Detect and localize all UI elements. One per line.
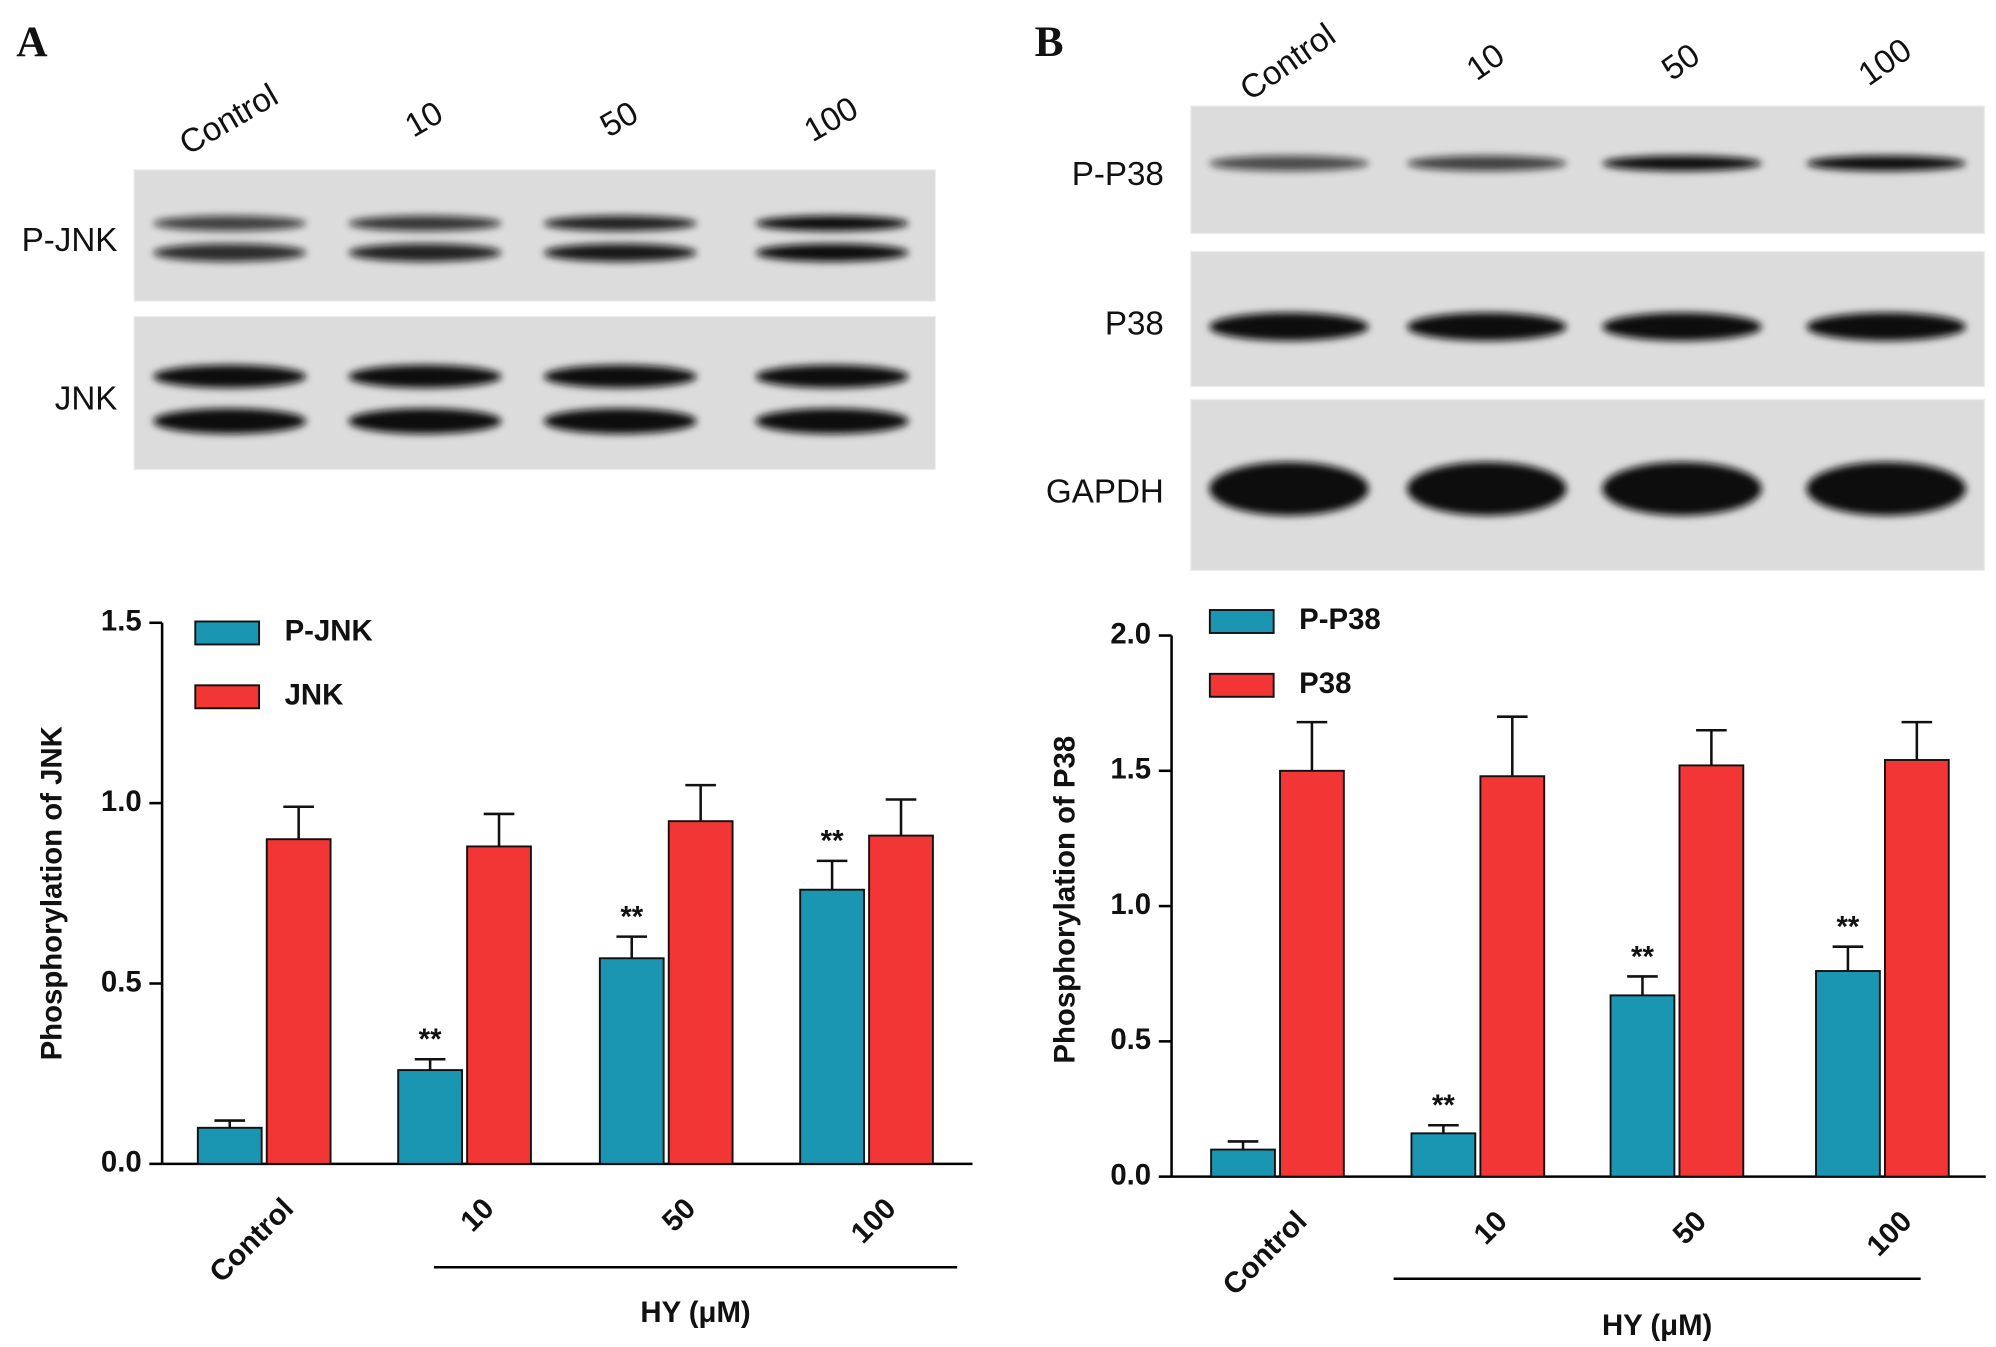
- group-label: HY (μM): [1602, 1309, 1712, 1342]
- y-tick-label: 1.0: [101, 785, 142, 818]
- legend-label: P38: [1299, 667, 1351, 700]
- blot-band: [348, 243, 502, 262]
- blot-band: [755, 364, 909, 388]
- y-axis-label: Phosphorylation of JNK: [35, 726, 68, 1060]
- blot-row-label: P-P38: [1072, 156, 1164, 193]
- blot-band: [1602, 155, 1762, 172]
- blot-band: [543, 215, 697, 231]
- blot-row-label: GAPDH: [1046, 473, 1164, 510]
- blot-lane-label: 100: [798, 90, 864, 150]
- blot-lane-label: 10: [1460, 37, 1511, 88]
- panel-letter: B: [1035, 18, 1064, 66]
- blot-band: [1806, 312, 1966, 341]
- y-tick-label: 1.5: [101, 605, 142, 638]
- bar: [265, 838, 332, 1165]
- y-tick-label: 0.5: [101, 965, 142, 998]
- blot-row-label: P38: [1105, 306, 1164, 343]
- blot-lane-label: 100: [1852, 31, 1919, 93]
- y-tick-label: 0.0: [1110, 1158, 1151, 1191]
- blot-lane-label: 50: [1655, 37, 1706, 88]
- bar: [196, 1126, 263, 1165]
- legend-label: P-JNK: [285, 615, 373, 648]
- bar: [799, 888, 865, 1165]
- blot-lane-label: 10: [399, 94, 449, 144]
- y-tick-label: 0.5: [1110, 1023, 1151, 1056]
- bar: [466, 845, 532, 1165]
- y-tick-label: 0.0: [101, 1146, 142, 1179]
- blot-band: [543, 408, 697, 434]
- significance: **: [620, 900, 643, 933]
- blot-row-label: P-JNK: [22, 222, 118, 259]
- blot-band: [153, 243, 307, 262]
- significance: **: [419, 1023, 442, 1056]
- panel-letter: A: [16, 18, 47, 66]
- bar: [598, 957, 665, 1165]
- x-tick-label: 50: [656, 1192, 702, 1238]
- blot-row-label: JNK: [55, 380, 118, 417]
- legend-label: JNK: [285, 679, 344, 712]
- y-axis-label: Phosphorylation of P38: [1049, 736, 1082, 1064]
- y-tick-label: 2.0: [1110, 617, 1151, 650]
- blot-panel: [133, 315, 937, 471]
- blot-band: [1209, 312, 1369, 341]
- bar: [1479, 775, 1546, 1178]
- x-tick-label: 100: [845, 1192, 903, 1250]
- x-tick-label: Control: [203, 1192, 300, 1289]
- blot-band: [1806, 461, 1966, 516]
- significance: **: [821, 825, 844, 858]
- y-tick-label: 1.5: [1110, 753, 1151, 786]
- legend-swatch: [194, 620, 261, 646]
- blot-lane-label: Control: [173, 77, 284, 163]
- blot-lane-label: Control: [1234, 17, 1343, 109]
- blot-band: [543, 243, 697, 262]
- blot-band: [1407, 312, 1567, 341]
- significance: **: [1837, 911, 1860, 944]
- blot-band: [348, 364, 502, 388]
- blot-band: [755, 243, 909, 262]
- blot-band: [755, 408, 909, 434]
- x-tick-label: 10: [454, 1192, 500, 1238]
- x-tick-label: Control: [1216, 1205, 1313, 1302]
- bar: [1883, 759, 1950, 1178]
- blot-band: [1407, 155, 1567, 172]
- x-tick-label: 100: [1860, 1205, 1918, 1263]
- blot-band: [1407, 461, 1567, 516]
- legend-label: P-P38: [1299, 603, 1381, 636]
- blot-band: [153, 215, 307, 231]
- blot-band: [153, 408, 307, 434]
- x-tick-label: 10: [1467, 1205, 1513, 1251]
- bar: [1609, 994, 1676, 1178]
- blot-lane-label: 50: [594, 94, 644, 144]
- blot-band: [1209, 155, 1369, 172]
- blot-band: [1602, 312, 1762, 341]
- y-tick-label: 1.0: [1110, 888, 1151, 921]
- blot-band: [1209, 461, 1369, 516]
- significance: **: [1631, 940, 1654, 973]
- blot-band: [153, 364, 307, 388]
- bar: [1678, 764, 1745, 1178]
- significance: **: [1432, 1089, 1455, 1122]
- bar: [1210, 1148, 1276, 1178]
- group-label: HY (μM): [640, 1296, 750, 1329]
- bar: [1279, 769, 1345, 1178]
- legend-swatch: [194, 684, 261, 710]
- blot-band: [348, 215, 502, 231]
- blot-band: [543, 364, 697, 388]
- bar: [667, 820, 734, 1165]
- blot-band: [1602, 461, 1762, 516]
- bar: [397, 1069, 463, 1165]
- legend-swatch: [1208, 609, 1275, 634]
- blot-band: [1806, 155, 1966, 172]
- x-tick-label: 50: [1666, 1205, 1712, 1251]
- blot-panel: [133, 169, 937, 302]
- blot-band: [348, 408, 502, 434]
- blot-band: [755, 215, 909, 231]
- bar: [1410, 1132, 1477, 1178]
- bar: [1815, 970, 1881, 1178]
- legend-swatch: [1208, 672, 1275, 698]
- bar: [868, 834, 934, 1165]
